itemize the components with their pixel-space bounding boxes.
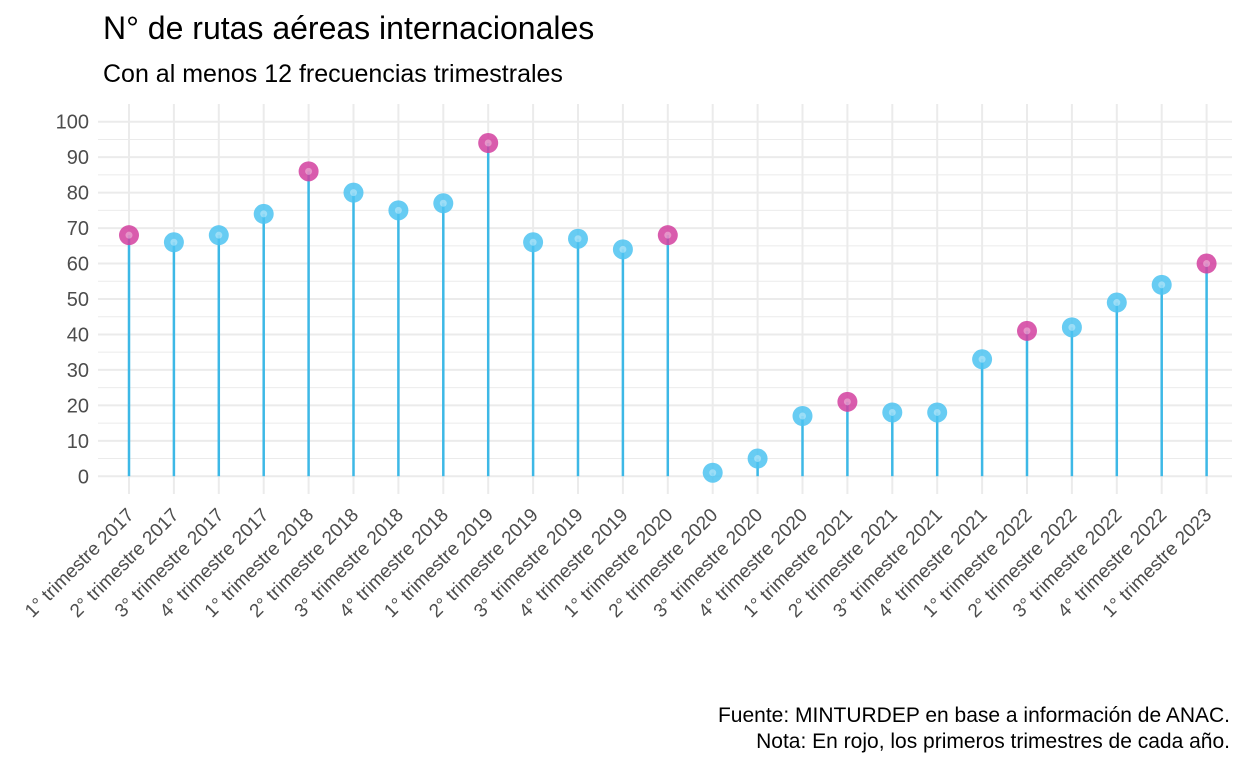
data-point-center (1158, 281, 1166, 289)
y-tick-label: 40 (67, 324, 89, 346)
lollipop-points (119, 133, 1217, 483)
data-point-center (574, 235, 582, 243)
data-point-center (799, 412, 806, 420)
data-point (1061, 317, 1082, 338)
data-point-center (1113, 299, 1121, 307)
y-tick-label: 30 (67, 360, 89, 382)
data-point-center (933, 408, 941, 416)
data-point (568, 228, 588, 249)
data-point (388, 200, 409, 221)
y-axis-ticks: 0 10 20 30 40 50 60 70 80 90 100 (56, 112, 89, 489)
data-point (702, 462, 723, 483)
data-point-center (664, 231, 672, 239)
grid-lines (98, 104, 1232, 494)
caption-source: Fuente: MINTURDEP en base a información … (717, 704, 1230, 727)
data-point-center (1068, 323, 1076, 331)
highlight-point (119, 225, 139, 246)
data-point-center (529, 238, 537, 246)
highlight-point (298, 161, 319, 182)
highlight-point (657, 225, 678, 246)
data-point-center (1203, 260, 1211, 268)
data-point (1151, 274, 1172, 295)
highlight-point (837, 391, 858, 412)
data-point (433, 193, 454, 214)
chart-subtitle: Con al menos 12 frecuencias trimestrales (103, 60, 563, 88)
y-tick-label: 10 (67, 431, 89, 453)
data-point (882, 402, 903, 423)
data-point (253, 203, 274, 224)
y-tick-label: 90 (67, 147, 89, 169)
data-point (927, 402, 948, 423)
data-point-center (843, 398, 851, 406)
data-point-center (170, 238, 178, 246)
data-point-center (619, 245, 627, 253)
y-tick-label: 60 (67, 254, 89, 276)
data-point-center (394, 206, 402, 214)
data-point (1106, 292, 1127, 313)
data-point-center (305, 167, 313, 175)
data-point-center (978, 355, 986, 363)
data-point-center (439, 199, 447, 207)
data-point (792, 406, 813, 426)
highlight-point (1196, 253, 1217, 274)
caption-note: Nota: En rojo, los primeros trimestres d… (756, 730, 1230, 753)
data-point (972, 349, 993, 370)
data-point-center (484, 139, 492, 147)
data-point (612, 239, 633, 260)
data-point-center (215, 231, 223, 239)
highlight-point (1017, 320, 1037, 341)
lollipop-stems (127, 143, 1208, 477)
y-tick-label: 80 (67, 183, 89, 205)
data-point (523, 232, 544, 253)
data-point (343, 182, 364, 203)
data-point-center (1023, 327, 1031, 335)
data-point-center (754, 455, 762, 463)
data-point-center (350, 189, 357, 197)
y-tick-label: 0 (78, 466, 89, 488)
data-point-center (260, 210, 268, 218)
data-point (163, 232, 184, 253)
y-tick-label: 20 (67, 395, 89, 417)
data-point-center (125, 231, 133, 239)
highlight-point (478, 133, 499, 153)
y-tick-label: 100 (56, 112, 89, 134)
data-point (208, 225, 229, 246)
y-tick-label: 50 (67, 289, 89, 311)
data-point (747, 448, 768, 469)
data-point-center (709, 469, 717, 477)
data-point-center (888, 408, 896, 416)
lollipop-chart: 0 10 20 30 40 50 60 70 80 90 100 1° trimestre 2017… (21, 104, 1232, 622)
chart-title: N° de rutas aéreas internacionales (103, 10, 595, 46)
y-tick-label: 70 (67, 218, 89, 240)
